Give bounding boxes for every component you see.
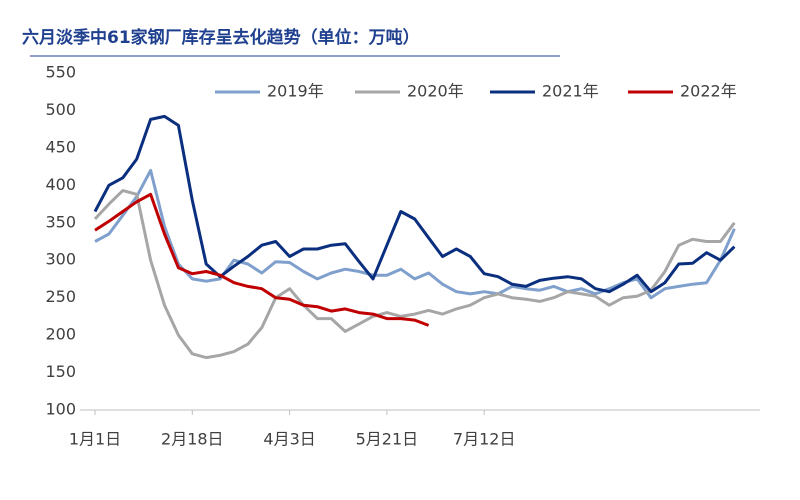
x-tick-label: 7月12日 <box>453 430 516 449</box>
series-line <box>94 192 430 327</box>
x-tick-label: 2月18日 <box>161 430 224 449</box>
y-tick-label: 100 <box>45 400 76 419</box>
y-tick-label: 450 <box>45 137 76 156</box>
legend-label: 2020年 <box>407 82 464 101</box>
legend-label: 2019年 <box>267 82 324 101</box>
y-tick-label: 350 <box>45 212 76 231</box>
x-tick-label: 1月1日 <box>69 430 121 449</box>
legend-label: 2022年 <box>680 82 737 101</box>
y-tick-label: 500 <box>45 100 76 119</box>
chart-title: 六月淡季中61家钢厂库存呈去化趋势（单位：万吨） <box>22 27 420 48</box>
y-tick-label: 150 <box>45 362 76 381</box>
legend-label: 2021年 <box>542 82 599 101</box>
y-tick-label: 550 <box>45 63 76 82</box>
x-tick-label: 5月21日 <box>356 430 419 449</box>
series-line <box>93 114 736 294</box>
series-line <box>93 189 736 360</box>
y-tick-label: 250 <box>45 287 76 306</box>
x-tick-label: 4月3日 <box>263 430 315 449</box>
y-tick-label: 200 <box>45 325 76 344</box>
y-tick-label: 300 <box>45 250 76 269</box>
y-tick-label: 400 <box>45 175 76 194</box>
